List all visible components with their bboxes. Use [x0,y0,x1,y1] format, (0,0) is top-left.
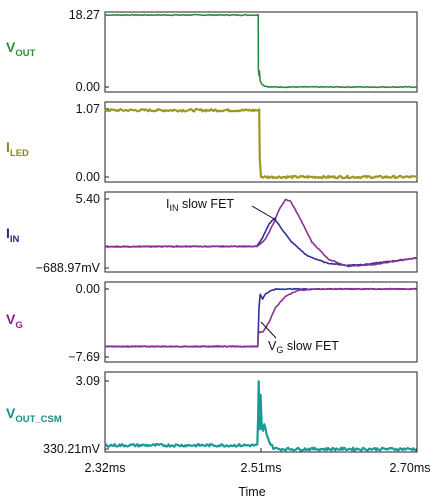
panel-label-iled: ILED [6,139,29,159]
panel-frame [104,11,418,93]
panel-vout: 18.27 0.00 VOUT [6,8,418,94]
y-tick-label: −7.69 [68,350,100,364]
panel-label-vout: VOUT [6,39,36,59]
panel-vout_csm: 3.09 330.21mV VOUT_CSM [6,371,418,456]
x-tick-label: 2.32ms [85,461,126,475]
series-line-vout-0 [104,13,418,89]
annotation-leader [251,205,277,221]
x-axis-label: Time [238,485,265,499]
x-tick-label: 2.70ms [390,461,431,475]
x-tick-label: 2.51ms [241,461,282,475]
y-tick-label: 0.00 [76,80,100,94]
y-tick-label: 330.21mV [43,442,101,456]
annotation-leader [260,321,277,339]
panel-iled: 1.07 0.00 ILED [6,101,418,184]
y-tick-label: 5.40 [76,192,100,206]
panel-iin: 5.40 −688.97mV IIN IIN slow FET [6,191,418,275]
y-tick-label: 18.27 [69,8,100,22]
panel-frame [104,281,418,363]
y-tick-label: 0.00 [76,170,100,184]
annotation-vg: VG slow FET [268,339,339,355]
series-line-vg-0 [104,287,418,348]
panel-label-vout_csm: VOUT_CSM [6,405,62,425]
series-line-iled-0 [104,107,418,180]
series-line-iin-1 [104,198,418,268]
series-line-vout_csm-0 [104,380,418,452]
panel-frame [104,191,418,273]
y-tick-label: 0.00 [76,282,100,296]
panel-vg: 0.00 −7.69 VG VG slow FET [6,281,418,364]
y-tick-label: 1.07 [76,102,100,116]
panel-frame [104,101,418,183]
panel-label-vg: VG [6,311,23,331]
y-tick-label: −688.97mV [36,261,101,275]
y-tick-label: 3.09 [76,374,100,388]
panel-label-iin: IIN [6,225,20,245]
annotation-iin: IIN slow FET [166,197,234,213]
series-line-vg-1 [104,287,418,348]
